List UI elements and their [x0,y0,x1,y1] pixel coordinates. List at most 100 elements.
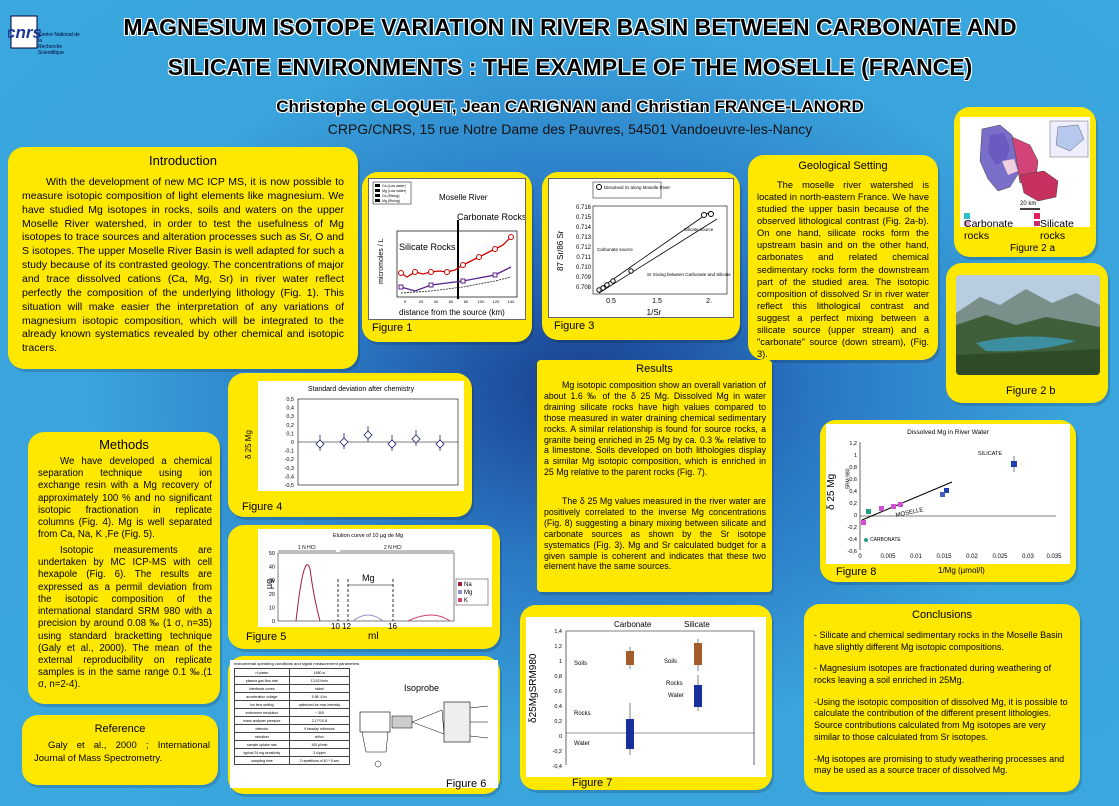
fig7-boxes [626,639,702,755]
fig5-ytick: 30 [269,578,275,584]
figure4-chart: Standard deviation after chemistry 0,5 0… [285,386,459,489]
fig1-xtick: 140 [508,299,515,304]
fig6-value: ~ 300 [288,708,351,717]
figure4-panel: Standard deviation after chemistry 0,5 0… [228,373,472,517]
fig4-ytick: 0,1 [286,431,294,437]
fig6-value: 13.52 l/min [288,676,351,685]
fig7-ytick: 1,4 [554,629,562,635]
fig6-value: optimized for max intensity [288,700,351,709]
fig5-yticks: 50 40 30 20 10 0 [269,551,275,625]
fig5-mg-label: Mg [362,573,375,583]
figure5-panel: Elution curve of 10 µg de Mg 1 N HCl 2 N… [228,525,500,649]
fig3-xtick: 0.5 [606,298,616,305]
fig3-ytick: 0.716 [576,205,592,211]
fig7-yticks: 1,4 1,2 1 0,8 0,6 0,4 0,2 0 -0,2 -0,4 [553,629,562,770]
figure7-caption: Figure 7 [572,777,613,789]
fig6-table: rf power 1650 w plasma gas flow rate 13.52 … [234,668,351,765]
fig8-silicate: SILICATE [978,451,1002,457]
fig3-ytick: 0.712 [576,245,592,251]
fig6-param: rf power [234,668,290,677]
fig1-ca-low-points [398,234,514,276]
reference-heading: Reference [94,723,146,735]
fig1-ylabel: micromoles / L [378,238,385,284]
fig5-legend-k: K [464,598,468,604]
fig8-moselle: MOSELLE [895,507,924,519]
fig4-title: Standard deviation after chemistry [308,386,415,393]
fig8-ytick: 0 [854,513,857,519]
fig8-ytick: -0,2 [848,525,857,531]
fig5-mg-curve [352,614,384,622]
fig3-ytick: 0.715 [576,215,592,221]
fig1-xticks: 0 20 40 60 80 100 120 140 [404,299,515,304]
figure4-caption: Figure 4 [242,501,283,513]
fig8-ytick: 0,8 [849,465,857,471]
fig8-xtick: 0 [858,554,862,560]
fig2a-silicate-legend: Silicate rocks [1040,218,1074,242]
affiliation: CRPG/CNRS, 15 rue Notre Dame des Pauvres… [327,121,813,137]
fig6-table-row: typical 24 mg sensitivity 3 v/ppm [234,748,351,757]
logo-line1: Centre National de la [38,32,80,44]
fig7-ytick: 0 [559,734,562,740]
fig6-param: sampling time [234,756,290,765]
fig5-ytick: 50 [269,551,275,557]
fig3-ytick: 0.709 [576,275,592,281]
fig6-table-row: rf power 1650 w [234,668,351,677]
fig1-xtick: 80 [464,299,469,304]
fig4-points [315,426,445,451]
fig6-param: ion lens setting [234,700,290,709]
results-p1: Mg isotopic composition show an overall … [544,380,766,478]
fig6-table-row: mass analyser pressure 2.17*10-8 [234,716,351,725]
fig6-value: nickel [288,684,351,693]
fig4-ytick: 0,3 [286,414,294,420]
fig6-value: 3 v/ppm [288,748,351,757]
fig8-yticks: 1,2 1 0,8 0,6 0,4 0,2 0 -0,2 -0,4 -0,6 [848,441,857,555]
fig7-rocks-sil: Rocks [666,681,683,687]
figure3-chart: Dissolved Sr along Moselle River 0.716 0… [556,181,731,317]
fig6-table-row: acceleration voltage 5.98 -6 kv [234,692,351,701]
fig8-ylabel-sub: SRM 980 [845,468,852,490]
fig3-legend: Dissolved Sr along Moselle River [604,185,671,190]
fig6-table-row: sampling time 2 repetitions of 40 * 5 sec [234,756,351,765]
logo-line2: Recherche Scientifique [38,44,64,56]
fig3-mixing: Sr mixing between Carbonate and Silicate [647,272,731,277]
geological-heading: Geological Setting [798,160,888,172]
fig3-ytick: 0.710 [576,265,592,271]
fig1-silicate-label: Silicate Rocks [399,242,456,252]
legend-swatch [375,184,380,187]
results-p2: The δ 25 Mg values measured in the river… [544,496,766,572]
figure2a-caption: Figure 2 a [1010,243,1056,254]
fig6-value: 2 repetitions of 40 * 5 sec [288,756,351,765]
fig7-ylabel: δ25MgSRM980 [528,653,539,724]
fig7-water-sil: Water [668,693,684,699]
fig7-water-carb: Water [574,741,590,747]
fig1-xtick: 120 [493,299,500,304]
fig8-carbonate: CARBONATE [870,537,901,543]
introduction-text: With the development of new MC ICP MS, i… [22,176,344,355]
fig5-ytick: 20 [269,592,275,598]
fig8-xtick: 0.005 [880,554,896,560]
methods-p1: We have developed a chemical separation … [38,456,212,541]
conclusion-4: -Mg isotopes are promising to study weat… [814,753,1065,776]
fig3-ytick: 0.708 [576,285,592,291]
geological-text: The moselle river watershed is located i… [757,180,929,360]
fig8-ytick: 1 [854,453,857,459]
fig1-xtick: 100 [478,299,485,304]
fig6-table-title: Instrumental operating conditions and si… [234,661,360,666]
fig6-table-row: detector 9 faraday collectors [234,724,351,733]
fig8-xtick: 0.015 [936,554,952,560]
fig3-ylabel: 87 Sr/86 Sr [556,230,565,271]
fig3-ytick: 0.714 [576,225,592,231]
fig5-k-curve [407,614,451,622]
fig6-isoprobe: Isoprobe [404,683,439,693]
fig6-param: instrument resolution [234,708,290,717]
fig8-ytick: 0,6 [849,477,857,483]
methods-p2: Isotopic measurements are undertaken by … [38,545,212,691]
isoprobe-diagram: Isoprobe [359,683,489,768]
fig8-xlabel: 1/Mg (µmol/l) [938,566,985,575]
fig2a-scale: 20 km [1020,201,1036,207]
fig6-table-row: plasma gas flow rate 13.52 l/min [234,676,351,685]
fig7-ytick: 0,6 [554,689,562,695]
fig7-rocks-carb: Rocks [574,711,591,717]
fig8-ytick: 1,2 [849,441,857,447]
fig7-ytick: 0,4 [554,704,562,710]
